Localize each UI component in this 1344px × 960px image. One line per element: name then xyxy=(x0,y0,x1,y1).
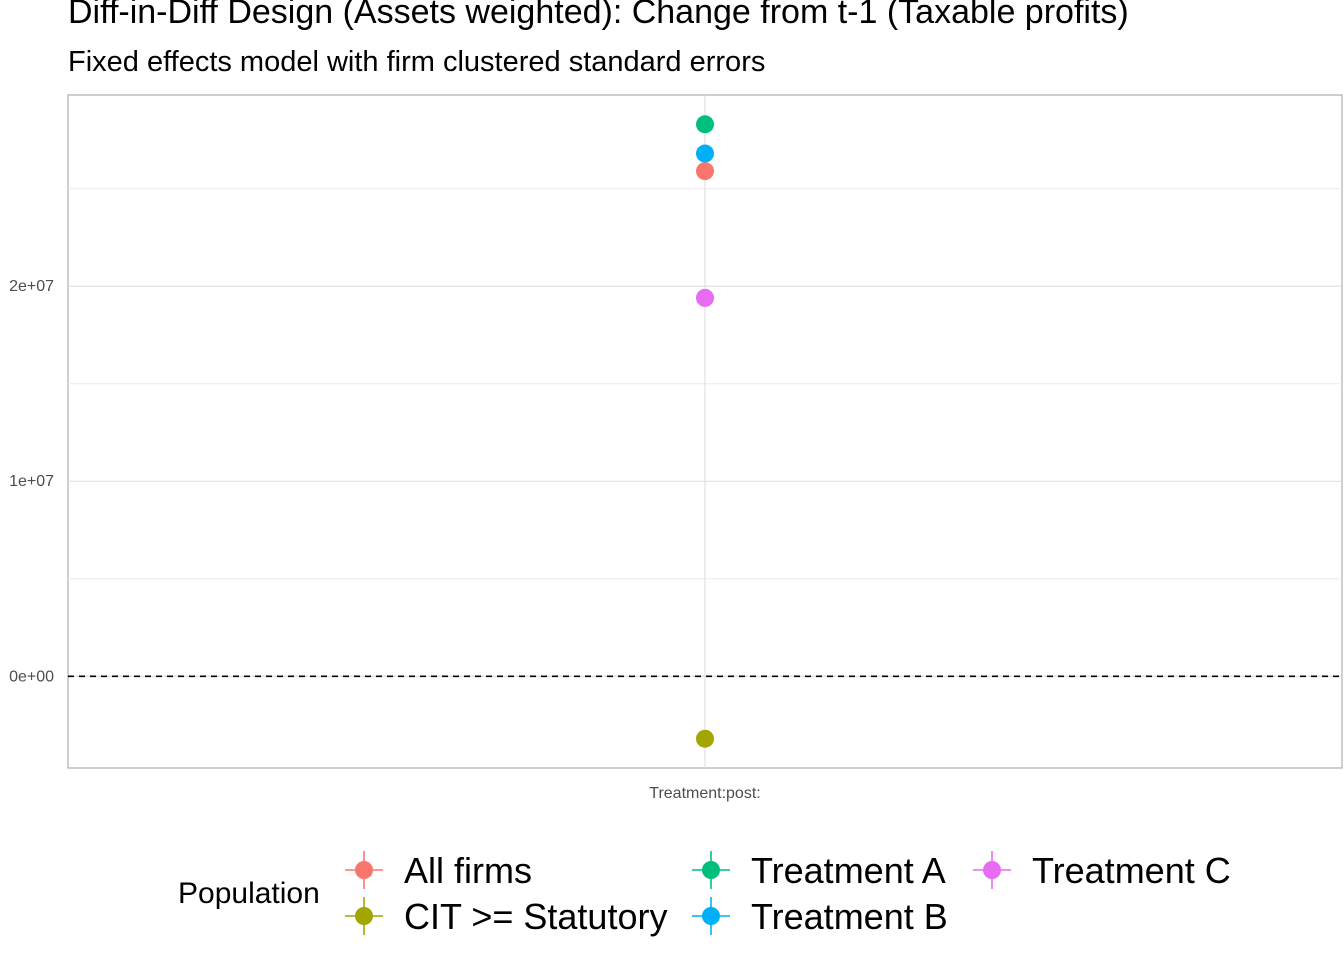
y-tick-label: 0e+00 xyxy=(9,668,54,685)
legend-item: CIT >= Statutory xyxy=(345,896,667,937)
legend-key-marker xyxy=(355,861,373,879)
legend: Population All firms CIT >= Statutory Treat… xyxy=(178,850,1231,937)
legend-label: CIT >= Statutory xyxy=(404,896,667,937)
axis-labels: 0e+00 1e+07 2e+07 Treatment:post: xyxy=(9,278,761,802)
legend-title: Population xyxy=(178,877,320,910)
legend-key-marker xyxy=(702,861,720,879)
legend-label: Treatment B xyxy=(751,896,948,937)
chart-title: Diff-in-Diff Design (Assets weighted): C… xyxy=(68,0,1129,31)
legend-label: All firms xyxy=(404,850,532,891)
data-point xyxy=(696,288,714,307)
legend-key-marker xyxy=(983,861,1001,879)
x-tick-label: Treatment:post: xyxy=(649,785,760,802)
legend-key-marker xyxy=(355,907,373,925)
legend-label: Treatment C xyxy=(1032,850,1231,891)
data-points xyxy=(696,115,714,748)
legend-item: Treatment C xyxy=(973,850,1231,891)
legend-item: All firms xyxy=(345,850,532,891)
data-point xyxy=(696,729,714,748)
legend-key-marker xyxy=(702,907,720,925)
legend-item: Treatment B xyxy=(692,896,948,937)
y-tick-label: 1e+07 xyxy=(9,473,54,490)
legend-label: Treatment A xyxy=(751,850,946,891)
y-tick-label: 2e+07 xyxy=(9,278,54,295)
data-point xyxy=(696,162,714,181)
chart-subtitle: Fixed effects model with firm clustered … xyxy=(68,46,766,78)
data-point xyxy=(696,115,714,134)
legend-item: Treatment A xyxy=(692,850,946,891)
data-point xyxy=(696,144,714,163)
